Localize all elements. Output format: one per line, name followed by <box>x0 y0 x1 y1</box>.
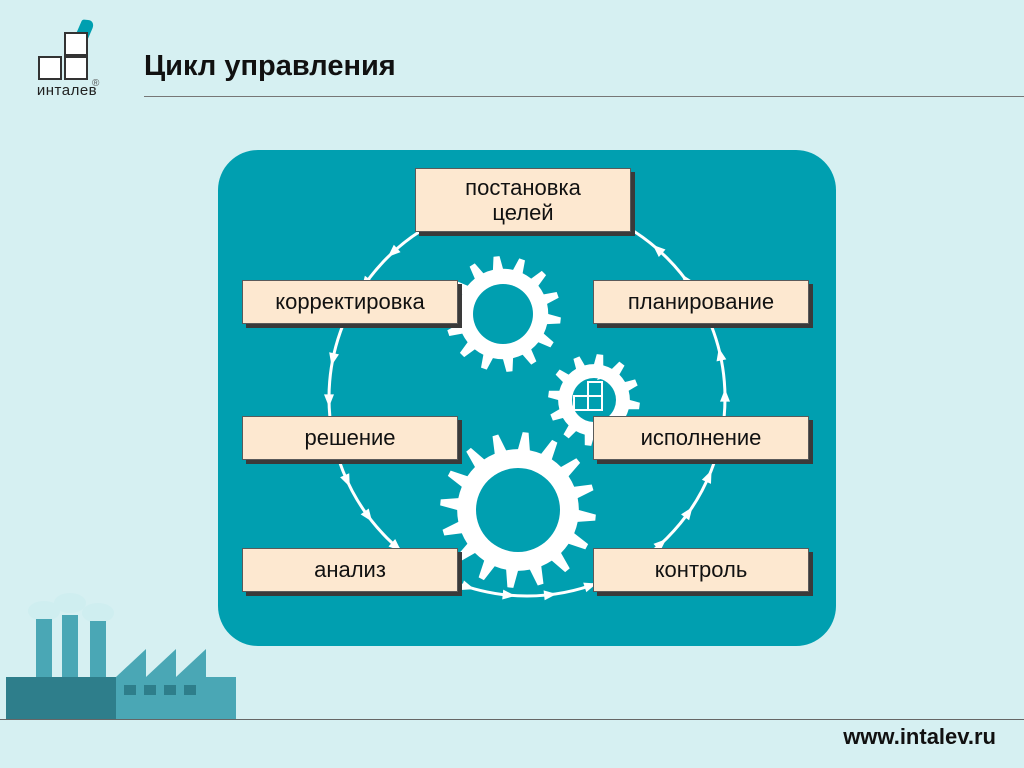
cycle-node-analysis: анализ <box>242 548 458 592</box>
footer-divider <box>0 719 1024 720</box>
cycle-node-control: контроль <box>593 548 809 592</box>
diagram-panel: постановка целей планирование исполнение ко… <box>218 150 836 646</box>
brand-logo: ® инталев <box>28 32 106 99</box>
page-title: Цикл управления <box>144 50 396 83</box>
cycle-node-plan: планирование <box>593 280 809 324</box>
cycle-node-adjust: корректировка <box>242 280 458 324</box>
cycle-node-exec: исполнение <box>593 416 809 460</box>
cycle-node-decision: решение <box>242 416 458 460</box>
header: ® инталев Цикл управления <box>28 28 1024 114</box>
factory-illustration <box>6 589 236 719</box>
registered-mark: ® <box>92 78 99 89</box>
title-divider <box>144 96 1024 97</box>
logo-mark: ® <box>34 32 100 80</box>
cycle-node-goal: постановка целей <box>415 168 631 232</box>
footer-url: www.intalev.ru <box>843 724 996 750</box>
